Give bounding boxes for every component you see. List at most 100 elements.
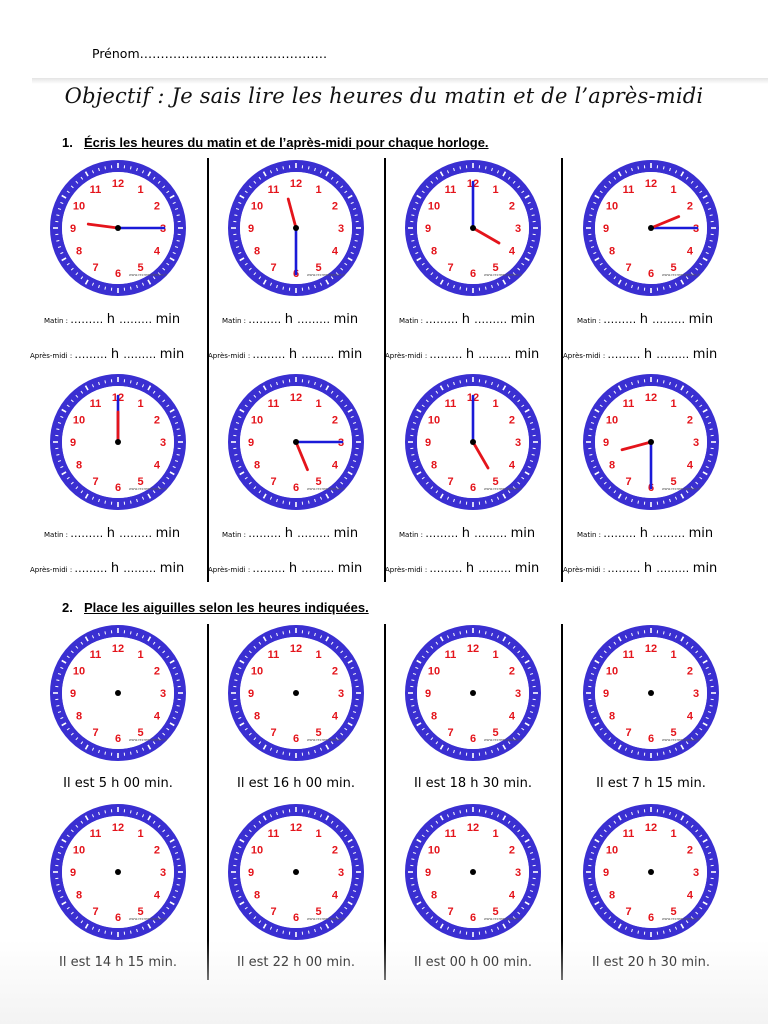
morning-answer-line-8[interactable]: Matin : ……… h ……… min xyxy=(577,522,713,542)
minute-tick xyxy=(235,422,240,424)
minute-tick xyxy=(699,262,703,266)
clock-number: 6 xyxy=(470,268,476,280)
minute-tick xyxy=(521,906,525,910)
minute-tick xyxy=(174,673,179,675)
minute-tick xyxy=(172,895,176,899)
minute-tick xyxy=(421,190,425,194)
clock-number: 5 xyxy=(492,476,498,488)
minute-tick xyxy=(269,926,273,930)
minute-tick xyxy=(613,490,617,494)
morning-answer-line-2[interactable]: Matin : ……… h ……… min xyxy=(222,308,358,328)
minute-tick xyxy=(617,815,622,821)
hour-unit: h xyxy=(461,526,475,541)
minute-tick xyxy=(531,704,535,707)
hour-unit: h xyxy=(110,347,124,362)
minute-tick xyxy=(91,747,95,751)
afternoon-answer-line-6[interactable]: Après-midi : ……… h ……… min xyxy=(208,557,362,577)
clock-number: 7 xyxy=(270,262,276,274)
minute-tick xyxy=(674,635,678,639)
minute-tick xyxy=(496,635,500,639)
afternoon-answer-line-3[interactable]: Après-midi : ……… h ……… min xyxy=(385,343,539,363)
minute-tick xyxy=(276,928,278,933)
minute-tick xyxy=(80,490,84,494)
minute-tick xyxy=(57,852,62,854)
clock-number: 10 xyxy=(251,845,263,857)
minute-tick xyxy=(129,166,132,170)
clock-number: 12 xyxy=(290,822,302,834)
minute-tick xyxy=(84,923,89,929)
afternoon-answer-line-8[interactable]: Après-midi : ……… h ……… min xyxy=(563,557,717,577)
morning-answer-line-5[interactable]: Matin : ……… h ……… min xyxy=(44,522,180,542)
minute-tick xyxy=(594,471,600,476)
morning-answer-line-3[interactable]: Matin : ……… h ……… min xyxy=(399,308,535,328)
afternoon-answer-line-4[interactable]: Après-midi : ……… h ……… min xyxy=(563,343,717,363)
minute-tick xyxy=(60,666,64,670)
clock-number: 9 xyxy=(70,688,76,700)
clock-number: 3 xyxy=(693,688,699,700)
minute-tick xyxy=(617,744,622,750)
answer-label: Après-midi : xyxy=(385,566,430,574)
clock-number: 2 xyxy=(509,415,515,427)
minute-tick xyxy=(529,422,534,424)
minute-tick xyxy=(425,267,429,271)
objective-heading: Objectif : Je sais lire les heures du ma… xyxy=(64,84,704,108)
minute-tick xyxy=(330,920,334,924)
clock-number: 7 xyxy=(92,476,98,488)
clock-number: 11 xyxy=(623,398,635,410)
minute-tick xyxy=(439,385,444,391)
minute-tick xyxy=(269,814,273,818)
minute-tick xyxy=(662,930,665,934)
minute-tick xyxy=(524,901,530,906)
minute-tick xyxy=(491,381,493,386)
answer-label: Matin : xyxy=(44,531,71,539)
minute-tick xyxy=(594,659,600,664)
minute-tick xyxy=(152,490,156,494)
minute-tick xyxy=(705,415,709,419)
minute-tick xyxy=(674,282,678,286)
minute-tick xyxy=(491,284,493,289)
minute-tick xyxy=(589,239,593,242)
minute-tick xyxy=(104,380,107,384)
minute-tick xyxy=(262,385,267,391)
clock-number: 5 xyxy=(670,476,676,488)
clock-number: 4 xyxy=(154,890,161,902)
morning-answer-line-7[interactable]: Matin : ……… h ……… min xyxy=(399,522,535,542)
minute-tick xyxy=(307,380,310,384)
minute-tick xyxy=(507,820,511,824)
clock-watermark: www.recreenfamille.fr xyxy=(662,738,701,742)
minute-tick xyxy=(411,453,415,456)
minute-tick xyxy=(248,481,252,485)
minute-tick xyxy=(709,239,713,242)
morning-answer-line-1[interactable]: Matin : ……… h ……… min xyxy=(44,308,180,328)
minute-tick xyxy=(70,185,74,189)
minute-tick xyxy=(129,380,132,384)
clock-number: 9 xyxy=(603,223,609,235)
minute-tick xyxy=(141,814,145,818)
minute-blank: ……… xyxy=(119,313,156,326)
hour-unit: h xyxy=(110,561,124,576)
minute-tick xyxy=(84,493,89,499)
minute-tick xyxy=(496,926,500,930)
clock-number: 9 xyxy=(603,688,609,700)
minute-tick xyxy=(416,257,422,262)
clock-number: 2 xyxy=(332,201,338,213)
afternoon-answer-line-2[interactable]: Après-midi : ……… h ……… min xyxy=(208,343,362,363)
minute-tick xyxy=(669,381,671,386)
hour-unit: h xyxy=(106,526,120,541)
morning-answer-line-4[interactable]: Matin : ……… h ……… min xyxy=(577,308,713,328)
minute-tick xyxy=(594,722,600,727)
minute-tick xyxy=(705,716,709,720)
minute-tick xyxy=(685,741,689,745)
afternoon-answer-line-7[interactable]: Après-midi : ……… h ……… min xyxy=(385,557,539,577)
afternoon-answer-line-1[interactable]: Après-midi : ……… h ……… min xyxy=(30,343,184,363)
clock-number: 5 xyxy=(315,906,321,918)
morning-answer-line-6[interactable]: Matin : ……… h ……… min xyxy=(222,522,358,542)
minute-tick xyxy=(70,481,74,485)
minute-tick xyxy=(258,820,262,824)
clock-number: 11 xyxy=(445,398,457,410)
minute-tick xyxy=(75,394,79,398)
minute-unit: min xyxy=(159,561,185,576)
minute-tick xyxy=(307,631,310,635)
afternoon-answer-line-5[interactable]: Après-midi : ……… h ……… min xyxy=(30,557,184,577)
